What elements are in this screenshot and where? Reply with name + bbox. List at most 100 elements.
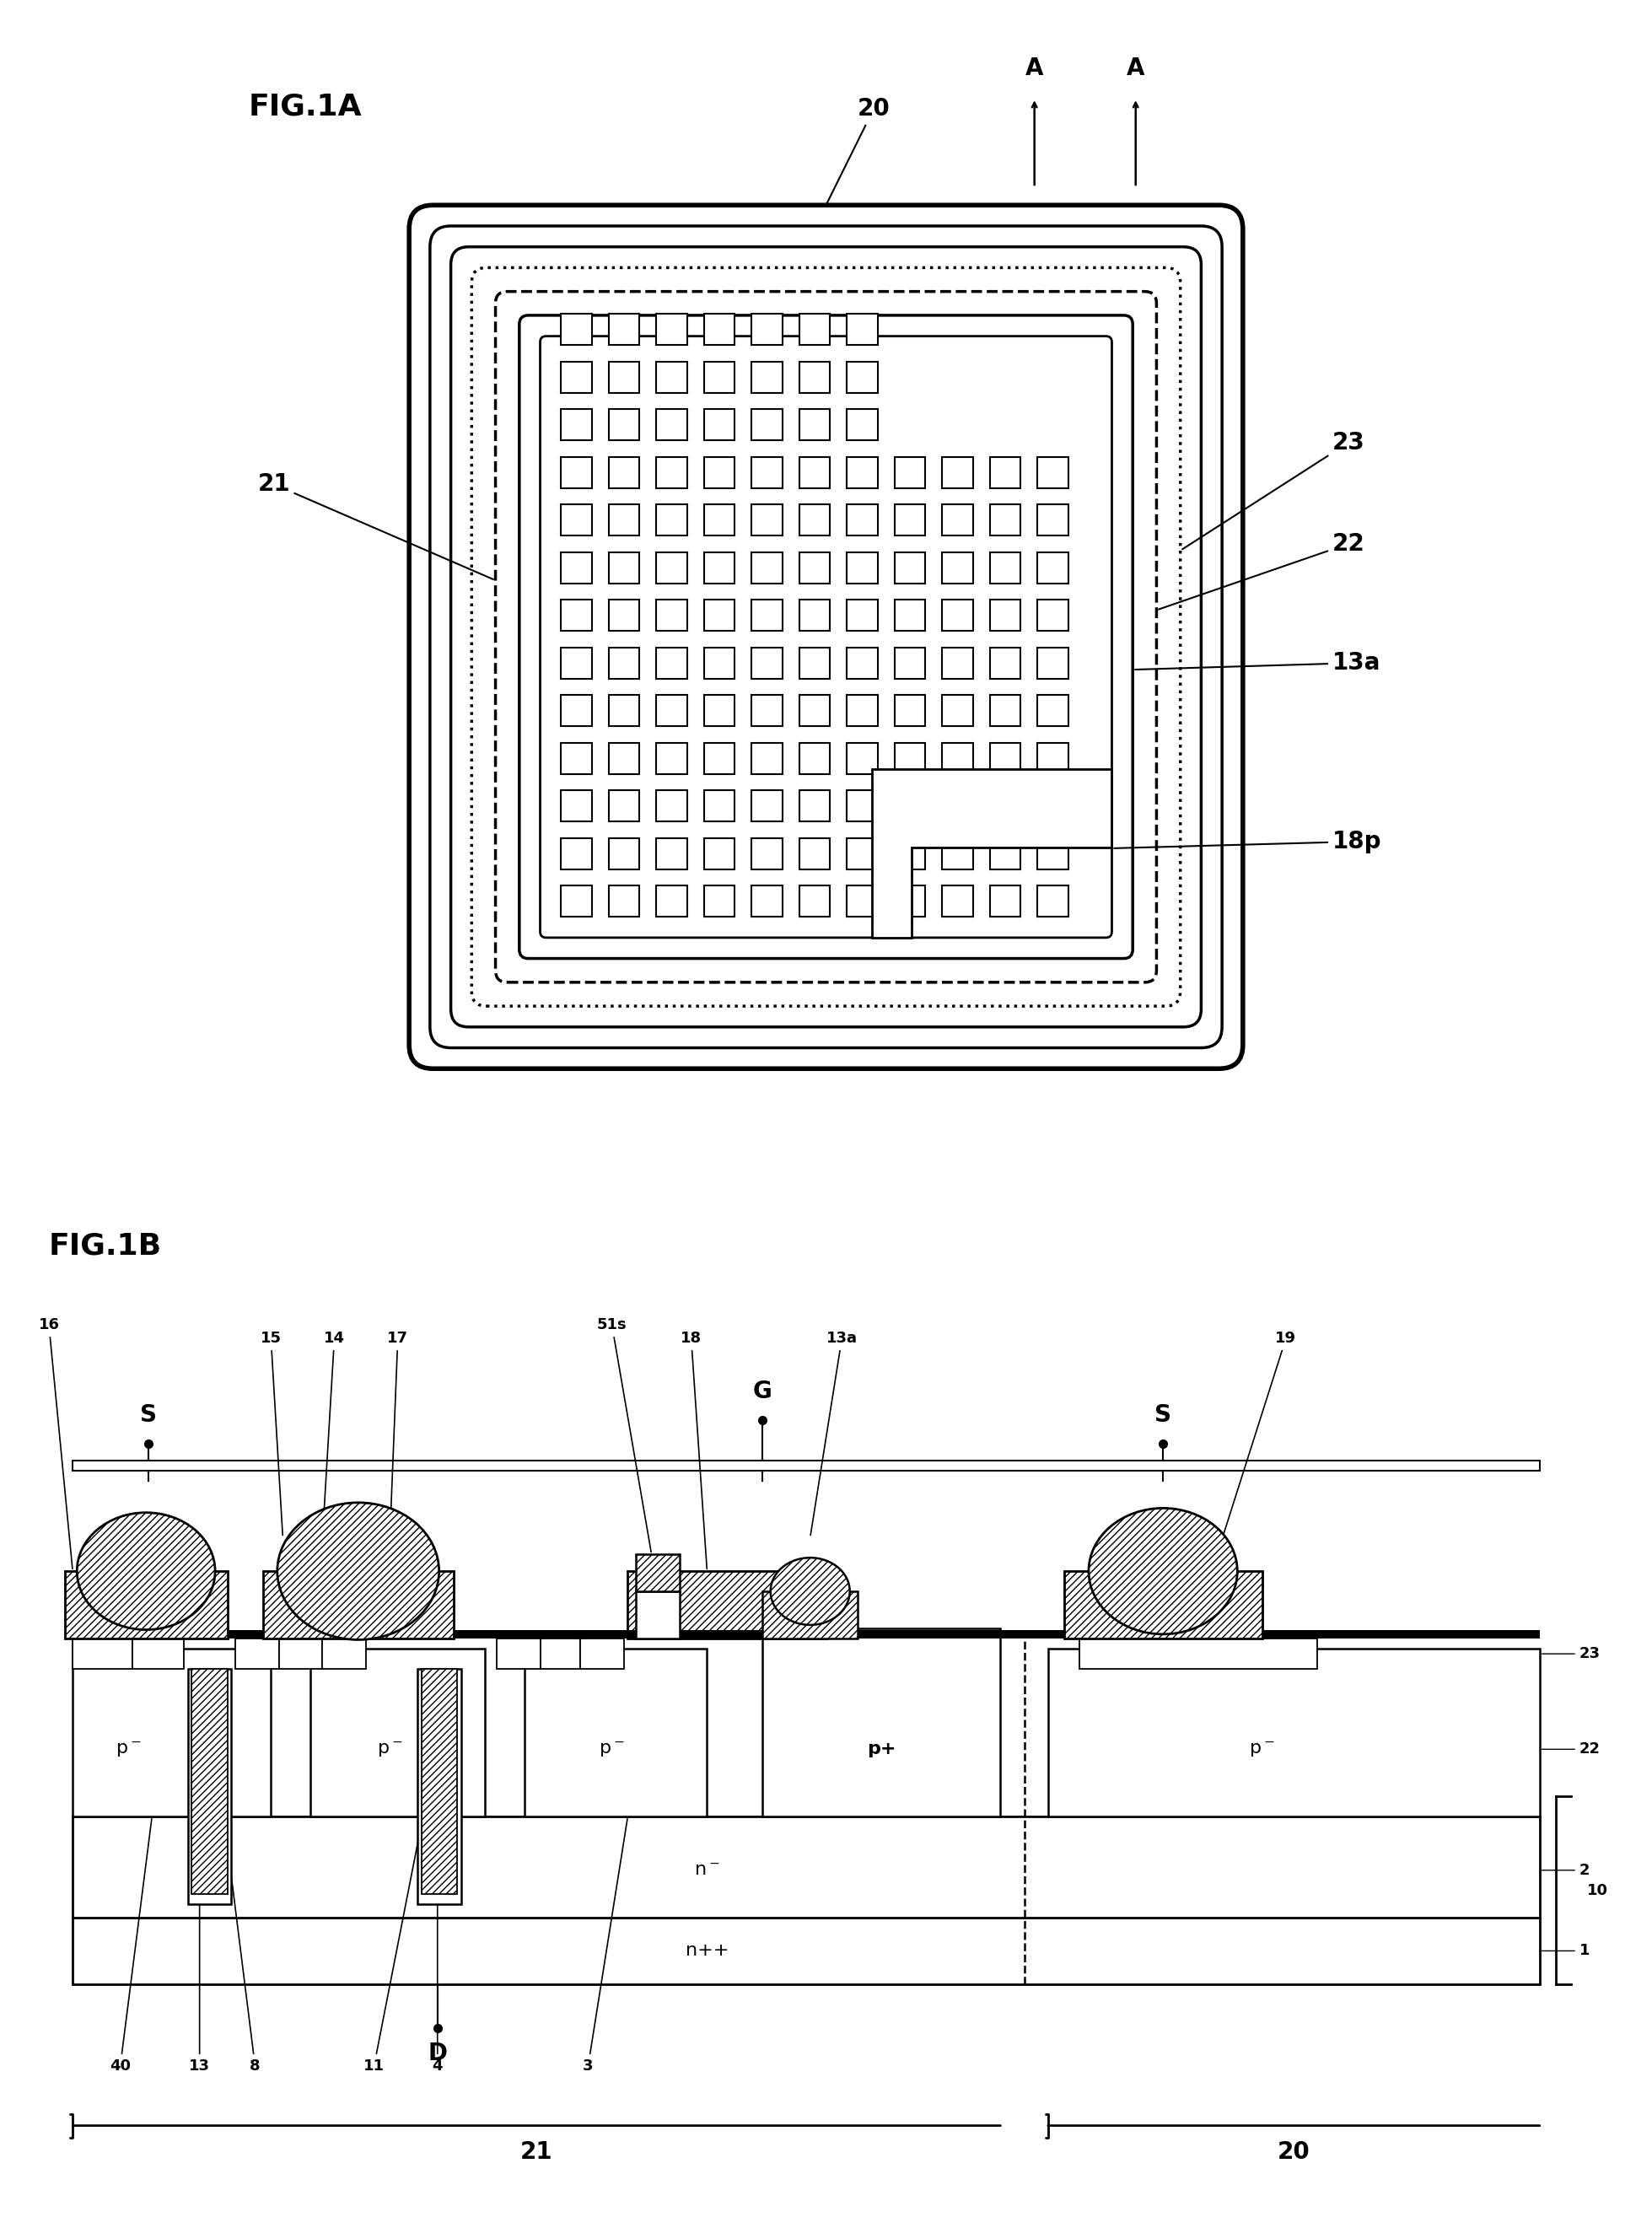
Bar [704, 743, 735, 774]
Text: p+: p+ [867, 1740, 895, 1758]
Bar [73, 1816, 1540, 1918]
Bar [894, 505, 925, 537]
Bar [656, 315, 687, 346]
Bar [894, 601, 925, 632]
Bar [847, 361, 877, 392]
Text: 20: 20 [828, 98, 890, 204]
Text: p$^-$: p$^-$ [116, 1740, 140, 1758]
Bar [188, 1669, 231, 1904]
Bar [608, 696, 639, 727]
Bar [800, 887, 831, 918]
Text: 17: 17 [387, 1330, 408, 1534]
Circle shape [770, 1559, 849, 1625]
Bar [800, 410, 831, 441]
Bar [1037, 887, 1069, 918]
Bar [540, 1638, 580, 1669]
Bar [608, 887, 639, 918]
Bar [656, 361, 687, 392]
Text: n+: n+ [590, 1645, 613, 1661]
Bar [608, 791, 639, 823]
Bar [525, 1649, 707, 1816]
Text: 21: 21 [520, 2142, 553, 2164]
Bar [704, 315, 735, 346]
Bar [1037, 647, 1069, 678]
Text: 13a: 13a [1135, 652, 1381, 674]
Bar [656, 887, 687, 918]
Bar [1047, 1649, 1540, 1816]
Bar [847, 743, 877, 774]
Bar [990, 696, 1021, 727]
Bar [608, 505, 639, 537]
Bar [132, 1638, 183, 1669]
Bar [704, 361, 735, 392]
Bar [497, 1638, 540, 1669]
Bar [942, 838, 973, 869]
Text: 51s: 51s [596, 1317, 651, 1552]
Bar [800, 791, 831, 823]
Bar [752, 696, 783, 727]
Text: p+: p+ [289, 1645, 312, 1661]
Text: 8: 8 [216, 1751, 261, 2073]
Bar [752, 838, 783, 869]
Bar [752, 743, 783, 774]
Bar [894, 838, 925, 869]
Bar [800, 601, 831, 632]
Text: p$^-$: p$^-$ [1249, 1740, 1275, 1758]
Bar [847, 505, 877, 537]
Text: 11: 11 [363, 1805, 425, 2073]
Bar [763, 1627, 1001, 1816]
Bar [704, 601, 735, 632]
Bar [1037, 838, 1069, 869]
Bar [752, 887, 783, 918]
Bar [942, 457, 973, 488]
Bar [608, 838, 639, 869]
Bar [73, 1461, 1540, 1470]
Bar [656, 552, 687, 583]
Bar [704, 457, 735, 488]
Bar [562, 361, 591, 392]
Bar [636, 1554, 679, 1592]
Bar [192, 1669, 228, 1893]
Bar [636, 1592, 679, 1638]
Text: 23: 23 [1183, 430, 1365, 550]
Bar [942, 505, 973, 537]
Bar [608, 743, 639, 774]
Bar [1064, 1572, 1262, 1638]
Bar [942, 647, 973, 678]
Text: 22: 22 [1158, 532, 1365, 610]
Bar [562, 601, 591, 632]
Bar [580, 1638, 624, 1669]
Bar [990, 887, 1021, 918]
Bar [73, 1649, 271, 1816]
Bar [263, 1572, 453, 1638]
Bar [704, 696, 735, 727]
Text: n+: n+ [246, 1645, 269, 1661]
Bar [562, 838, 591, 869]
Bar [752, 601, 783, 632]
Text: 16: 16 [38, 1317, 73, 1570]
Bar [656, 647, 687, 678]
Bar [942, 552, 973, 583]
Bar [562, 315, 591, 346]
Bar [608, 647, 639, 678]
Bar [562, 791, 591, 823]
Text: n+: n+ [1188, 1645, 1211, 1661]
Bar [418, 1669, 461, 1904]
Text: S: S [1155, 1403, 1171, 1428]
Bar [800, 696, 831, 727]
Text: n+: n+ [507, 1645, 530, 1661]
Bar [1037, 552, 1069, 583]
Bar [562, 743, 591, 774]
Bar [847, 315, 877, 346]
Bar [704, 791, 735, 823]
Bar [656, 601, 687, 632]
Text: 21: 21 [258, 472, 494, 579]
Bar [847, 552, 877, 583]
Bar [894, 552, 925, 583]
Bar [752, 505, 783, 537]
Bar [847, 791, 877, 823]
Bar [990, 838, 1021, 869]
Bar [894, 791, 925, 823]
Bar [562, 505, 591, 537]
Polygon shape [872, 769, 1112, 938]
